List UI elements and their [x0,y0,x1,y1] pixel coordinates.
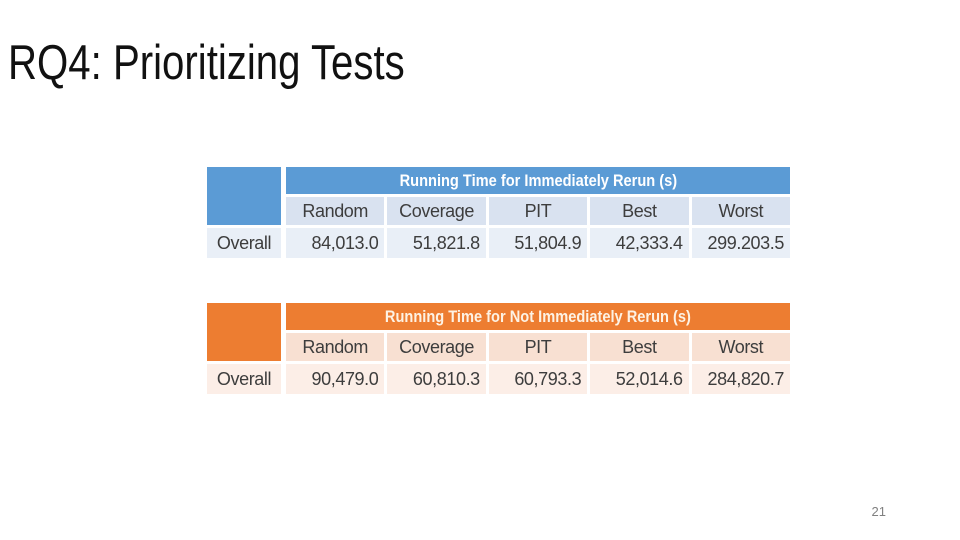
value-best: 42,333.4 [590,228,689,258]
column-header-coverage: Coverage [387,197,486,225]
table-label-column: Overall [207,167,281,258]
column-header-random: Random [286,333,385,361]
row-label-overall: Overall [207,364,281,394]
column-header-best: Best [590,333,689,361]
page-number: 21 [871,504,886,519]
column-header-coverage: Coverage [387,333,486,361]
value-coverage: 51,821.8 [387,228,486,258]
table-header-band: Running Time for Immediately Rerun (s) [286,167,790,194]
table-grid: Running Time for Not Immediately Rerun (… [286,303,790,394]
row-label-overall: Overall [207,228,281,258]
column-header-worst: Worst [691,333,790,361]
value-best: 52,014.6 [590,364,689,394]
value-pit: 51,804.9 [488,228,588,258]
column-header-pit: PIT [488,333,588,361]
table-corner-cell [207,167,281,225]
slide-title: RQ4: Prioritizing Tests [8,39,492,88]
column-header-best: Best [590,197,689,225]
value-random: 90,479.0 [286,364,385,394]
column-header-worst: Worst [691,197,790,225]
table-corner-cell [207,303,281,361]
slide-title-text: RQ4: Prioritizing Tests [8,36,405,90]
table-grid: Running Time for Immediately Rerun (s) R… [286,167,790,258]
table-immediately-rerun: Overall Running Time for Immediately Rer… [207,167,790,258]
table-header-label: Running Time for Immediately Rerun (s) [399,170,677,190]
value-worst: 299.203.5 [691,228,790,258]
column-header-pit: PIT [488,197,588,225]
column-header-random: Random [286,197,385,225]
value-pit: 60,793.3 [488,364,588,394]
table-header-label: Running Time for Not Immediately Rerun (… [385,306,691,326]
value-worst: 284,820.7 [691,364,790,394]
table-label-column: Overall [207,303,281,394]
table-header-band: Running Time for Not Immediately Rerun (… [286,303,790,330]
value-coverage: 60,810.3 [387,364,486,394]
table-not-immediately-rerun: Overall Running Time for Not Immediately… [207,303,790,394]
value-random: 84,013.0 [286,228,385,258]
